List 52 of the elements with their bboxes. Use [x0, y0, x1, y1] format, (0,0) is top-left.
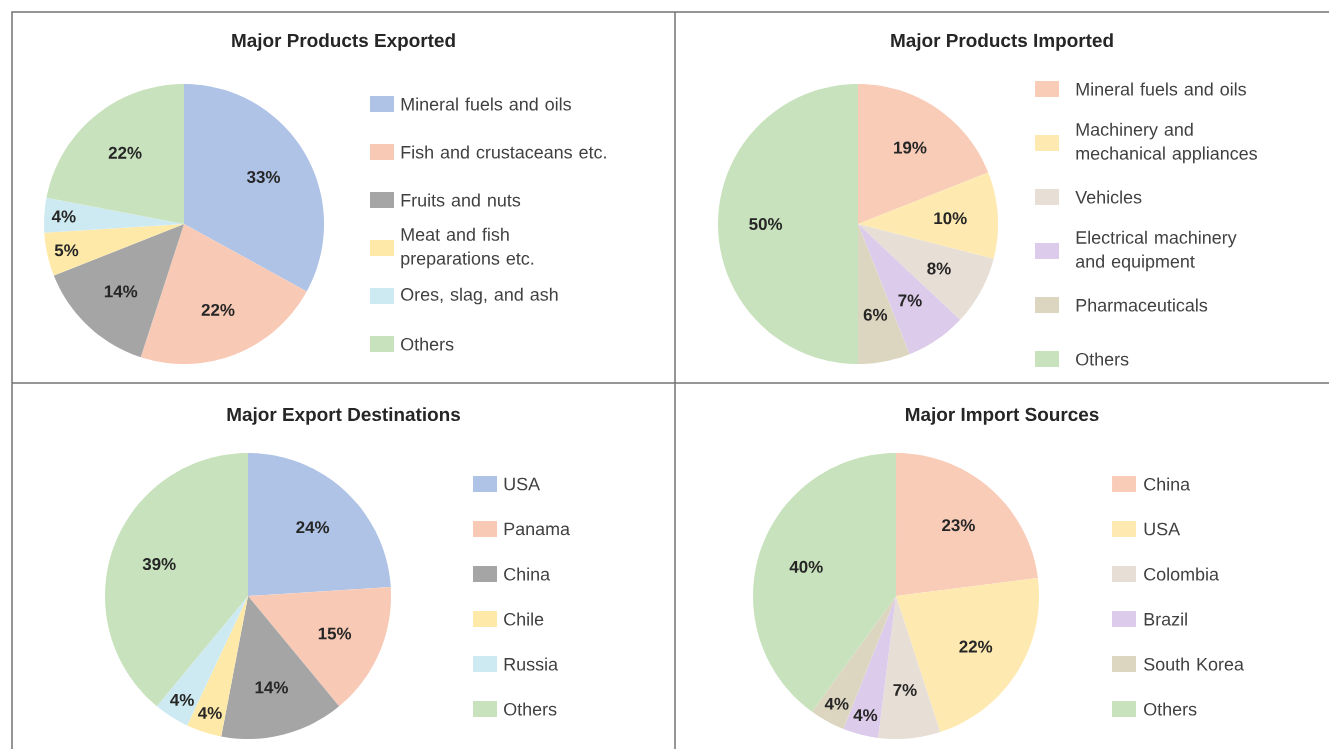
data-label: 7%: [898, 294, 922, 307]
legend-label: South Korea: [1144, 657, 1244, 671]
data-label: 39%: [142, 558, 176, 571]
data-label: 14%: [104, 285, 138, 298]
legend-label: Vehicles: [1075, 190, 1142, 204]
legend-label: Fruits and nuts: [401, 193, 521, 207]
legend-label: Others: [1144, 702, 1197, 716]
legend-label: Russia: [504, 657, 559, 671]
legend-label: Others: [1076, 352, 1129, 366]
data-label: 5%: [54, 244, 79, 257]
data-label: 22%: [959, 640, 993, 653]
legend-label: China: [1144, 477, 1191, 491]
data-label: 4%: [51, 210, 76, 223]
data-label: 14%: [255, 681, 288, 694]
legend-label: Mineral fuels and oils: [1076, 82, 1246, 96]
data-label: 8%: [927, 262, 951, 275]
legend-label: Colombia: [1144, 567, 1219, 581]
legend-label: Others: [504, 702, 557, 716]
legend-label: Chile: [504, 612, 544, 626]
data-label: 23%: [942, 519, 975, 532]
data-label: 4%: [824, 697, 849, 710]
legend-label: Others: [401, 337, 454, 351]
data-label: 40%: [789, 560, 823, 573]
data-label: 4%: [170, 693, 194, 706]
data-label: 22%: [108, 146, 142, 159]
data-label: 50%: [749, 218, 783, 231]
legend-label: USA: [1144, 522, 1181, 536]
legend-label: Mineral fuels and oils: [401, 97, 571, 111]
data-label: 22%: [201, 303, 235, 316]
legend-label: Pharmaceuticals: [1076, 298, 1208, 312]
legend-label: Fish and crustaceans etc.: [401, 145, 606, 159]
legend-label: Meat and fish preparations etc.: [401, 227, 534, 269]
data-label: 24%: [296, 521, 330, 534]
legend-label: Ores, slag, and ash: [401, 287, 558, 305]
data-label: 4%: [198, 707, 222, 719]
data-label: 15%: [318, 627, 352, 640]
data-label: 10%: [934, 212, 967, 225]
chart-title: Major Import Sources: [906, 407, 1099, 425]
data-label: 4%: [853, 709, 878, 722]
legend-label: Panama: [504, 522, 570, 536]
data-label: 19%: [894, 141, 927, 154]
data-label: 7%: [893, 684, 917, 696]
data-label: 33%: [246, 170, 281, 183]
legend-label: USA: [504, 477, 541, 491]
legend-label: Brazil: [1144, 612, 1187, 626]
chart-title: Major Products Imported: [891, 33, 1113, 51]
legend-label: China: [504, 567, 551, 581]
legend-label: Electrical machinery and equipment: [1076, 230, 1237, 272]
chart-title: Major Products Exported: [232, 33, 455, 51]
data-label: 6%: [863, 308, 888, 321]
chart-title: Major Export Destinations: [227, 407, 460, 425]
legend-label: Machinery and mechanical appliances: [1076, 122, 1257, 164]
